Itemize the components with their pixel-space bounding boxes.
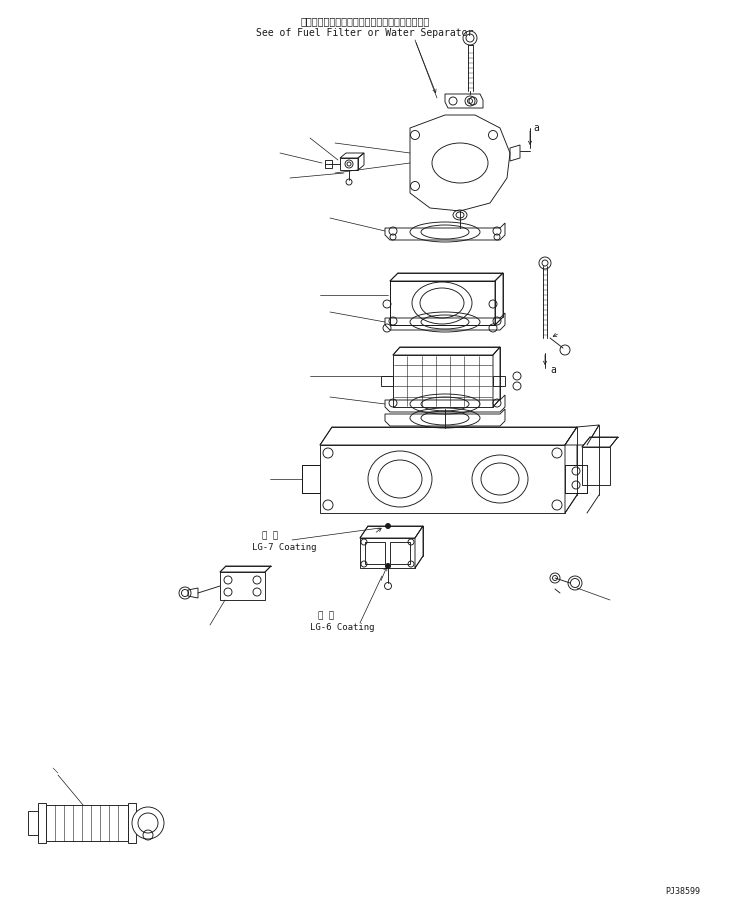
Polygon shape <box>128 803 136 843</box>
Circle shape <box>132 807 164 839</box>
Polygon shape <box>493 347 500 407</box>
Text: フェエルフィルタまたはウォータセパレータ参照: フェエルフィルタまたはウォータセパレータ参照 <box>300 16 430 26</box>
Bar <box>46 805 128 841</box>
Ellipse shape <box>412 282 472 324</box>
Ellipse shape <box>368 451 432 507</box>
Polygon shape <box>220 566 271 572</box>
Ellipse shape <box>472 455 528 503</box>
Polygon shape <box>28 811 38 835</box>
Bar <box>393 355 493 407</box>
Polygon shape <box>393 347 500 355</box>
Text: PJ38599: PJ38599 <box>665 887 700 896</box>
Ellipse shape <box>420 288 464 318</box>
Polygon shape <box>565 427 577 513</box>
Polygon shape <box>582 437 618 447</box>
Ellipse shape <box>481 463 519 495</box>
Bar <box>582 447 610 485</box>
Polygon shape <box>320 427 577 445</box>
Polygon shape <box>565 425 599 445</box>
Polygon shape <box>360 538 415 568</box>
Text: a: a <box>533 123 539 133</box>
Polygon shape <box>495 273 503 325</box>
Polygon shape <box>38 803 46 843</box>
Bar <box>320 445 565 513</box>
Text: See of Fuel Filter or Water Separator: See of Fuel Filter or Water Separator <box>256 28 474 38</box>
Polygon shape <box>360 526 423 538</box>
Polygon shape <box>415 526 423 568</box>
Circle shape <box>385 564 391 568</box>
Text: LG-6 Coating: LG-6 Coating <box>310 624 374 633</box>
Polygon shape <box>302 465 320 493</box>
Ellipse shape <box>378 460 422 498</box>
Polygon shape <box>390 273 503 281</box>
Polygon shape <box>565 465 587 493</box>
Circle shape <box>385 524 391 528</box>
Polygon shape <box>220 572 265 600</box>
Polygon shape <box>390 281 495 325</box>
Text: 塗 布: 塗 布 <box>262 531 278 540</box>
Bar <box>365 542 385 564</box>
Polygon shape <box>188 588 198 598</box>
Text: a: a <box>550 365 556 375</box>
Text: 塗 布: 塗 布 <box>318 611 334 620</box>
Bar <box>390 542 410 564</box>
Text: LG-7 Coating: LG-7 Coating <box>252 544 317 552</box>
